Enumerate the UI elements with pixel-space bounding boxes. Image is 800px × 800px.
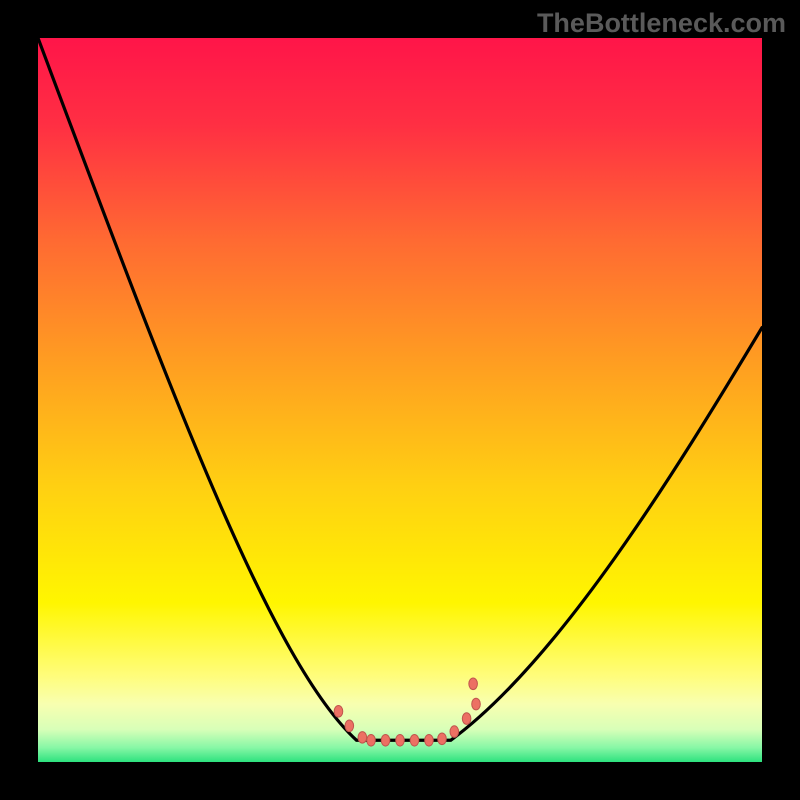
valley-marker xyxy=(410,734,419,746)
valley-marker xyxy=(381,734,390,746)
bottleneck-curve-chart xyxy=(38,38,762,762)
valley-marker xyxy=(367,734,376,746)
valley-marker xyxy=(425,734,434,746)
valley-marker xyxy=(438,733,447,745)
watermark-text: TheBottleneck.com xyxy=(537,8,786,39)
valley-marker xyxy=(469,678,478,690)
valley-marker xyxy=(345,720,354,732)
valley-marker xyxy=(472,698,481,710)
valley-marker xyxy=(450,726,459,738)
gradient-background xyxy=(38,38,762,762)
valley-marker xyxy=(334,706,343,718)
valley-marker xyxy=(358,732,367,744)
chart-stage: TheBottleneck.com xyxy=(0,0,800,800)
valley-marker xyxy=(396,734,405,746)
valley-marker xyxy=(462,713,471,725)
